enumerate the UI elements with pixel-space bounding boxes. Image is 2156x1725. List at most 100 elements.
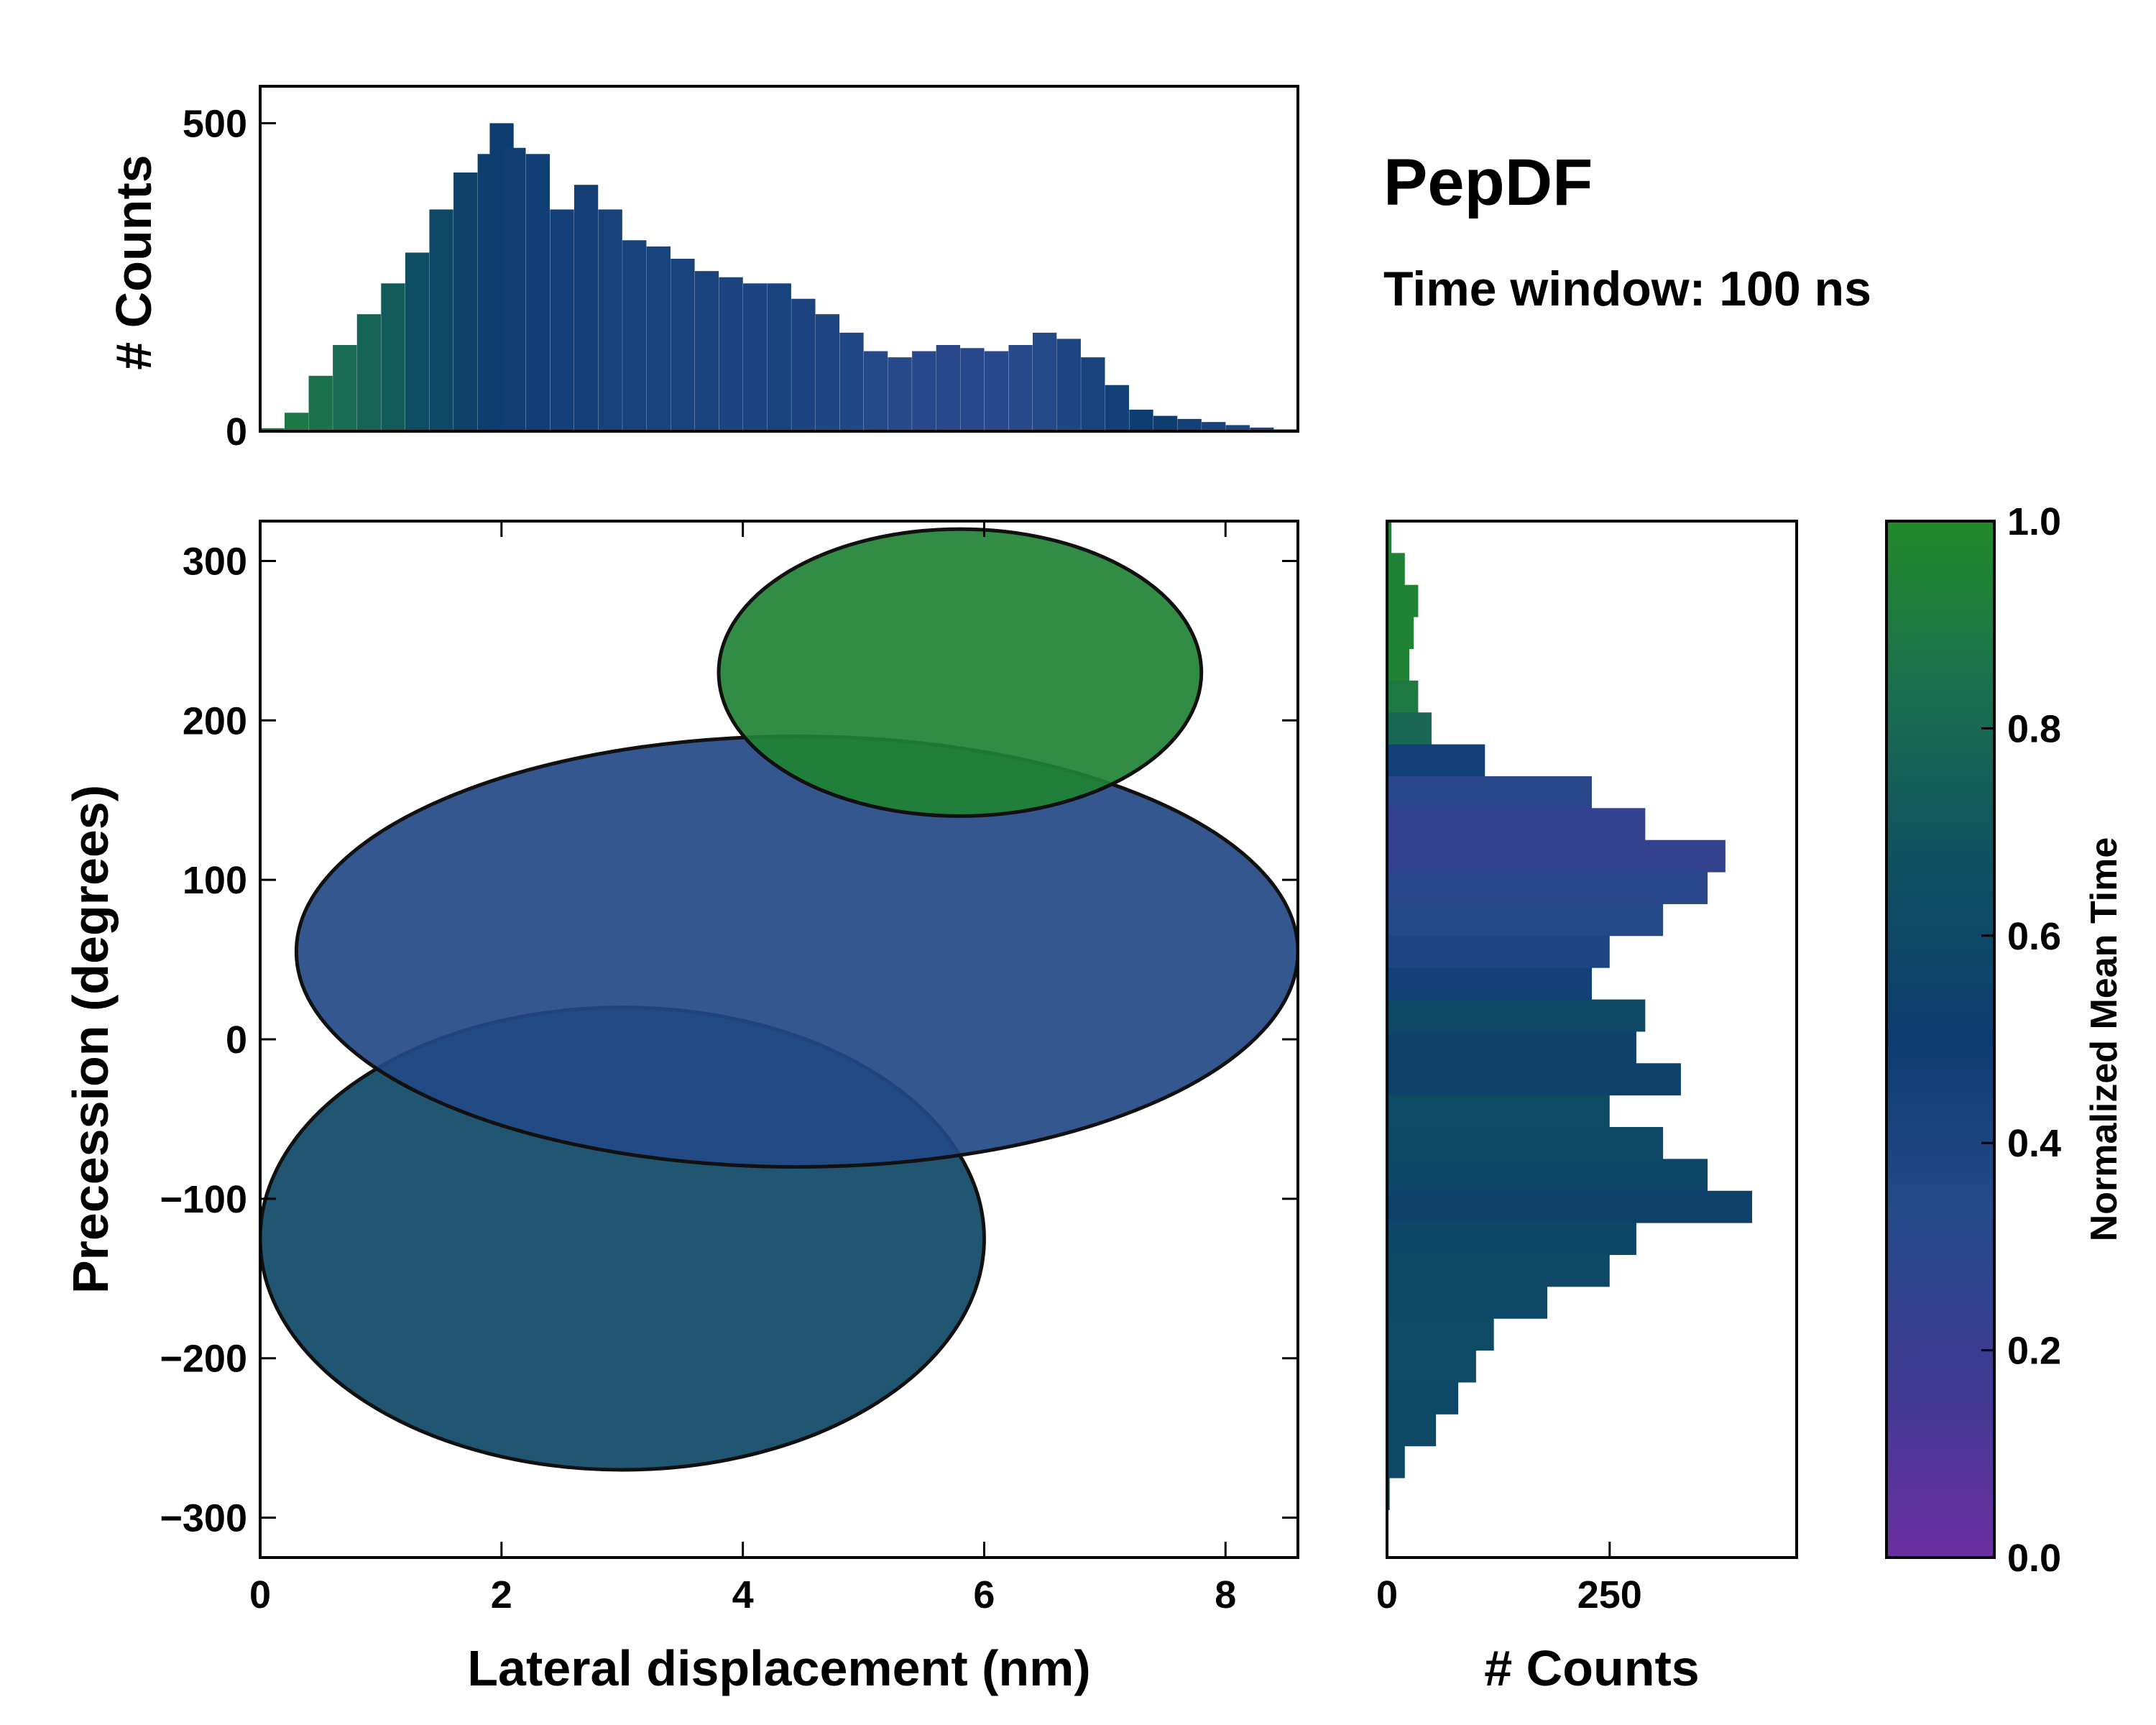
colorbar-label: Normalized Mean Time	[2083, 837, 2125, 1242]
right-histogram-frame	[1386, 520, 1798, 1559]
top-histogram-bar	[1225, 425, 1250, 431]
colorbar-tick-label: 1.0	[2007, 500, 2061, 543]
main-yticks: 300 200 100 0 −100 −200 −300	[160, 540, 1298, 1540]
right-histogram-bar	[1387, 967, 1592, 1000]
top-histogram-bar	[863, 351, 888, 431]
main-xtick-label: 4	[732, 1573, 754, 1616]
top-histogram-bar	[453, 172, 478, 431]
main-ytick-label: 300	[183, 540, 247, 583]
right-histogram-bar	[1387, 680, 1419, 713]
top-histogram-bar	[1008, 345, 1033, 431]
top-histogram-bar	[960, 348, 985, 431]
top-histogram-bar	[622, 240, 647, 431]
colorbar-ticks: 1.0 0.8 0.6 0.4 0.2 0.0	[1981, 500, 2061, 1580]
right-histogram-bar	[1387, 1095, 1610, 1128]
right-histogram-bar	[1387, 1127, 1664, 1159]
top-histogram-yticks: 0 500	[183, 102, 276, 454]
top-histogram-bar	[694, 271, 719, 431]
top-histogram-bar	[671, 259, 695, 431]
top-histogram-bar	[356, 314, 382, 431]
top-histogram-bar	[719, 277, 743, 431]
right-histogram-bar	[1387, 903, 1664, 937]
colorbar: 1.0 0.8 0.6 0.4 0.2 0.0 Normalized Mean Time	[1885, 500, 2125, 1580]
heatmap-region-2	[295, 735, 1298, 1169]
top-ytick-label: 500	[183, 102, 247, 145]
right-histogram-bar	[1387, 776, 1592, 809]
top-histogram-bar	[308, 375, 333, 431]
right-histogram-bar	[1387, 872, 1708, 904]
right-histogram-bar	[1387, 1350, 1476, 1383]
right-histogram-bar	[1387, 1223, 1636, 1255]
top-histogram-bar	[381, 283, 405, 431]
top-histogram-bar	[1177, 418, 1202, 431]
top-histogram-bar	[912, 351, 936, 431]
top-histogram-bar	[502, 147, 526, 431]
right-histogram-xlabel: # Counts	[1484, 1640, 1699, 1696]
right-histogram-bar	[1387, 1190, 1753, 1223]
top-histogram-bar	[405, 252, 430, 431]
right-xtick-label: 0	[1376, 1573, 1398, 1616]
right-histogram-bar	[1387, 1254, 1610, 1287]
right-histogram-bar	[1387, 1286, 1548, 1319]
right-histogram-bar	[1387, 1381, 1459, 1414]
top-histogram-bar	[573, 185, 599, 431]
top-histogram-bar	[1105, 385, 1130, 431]
top-histogram-bar	[646, 246, 671, 431]
top-histogram: 0 500 # Counts	[106, 85, 1299, 454]
top-histogram-bar	[429, 209, 453, 431]
top-histogram-bar	[260, 428, 285, 431]
right-histogram-bar	[1387, 1063, 1681, 1096]
top-histogram-bar	[984, 351, 1009, 431]
right-histogram-bar	[1387, 1159, 1708, 1192]
right-histogram-bar	[1387, 1414, 1437, 1447]
main-ytick-label: −200	[160, 1338, 247, 1381]
top-histogram-frame	[259, 85, 1299, 433]
colorbar-tick-label: 0.6	[2007, 915, 2061, 958]
right-histogram-bar	[1387, 840, 1726, 873]
right-histogram-bar	[1387, 584, 1419, 617]
heatmap-regions	[260, 527, 1298, 1472]
top-ytick-label: 0	[226, 410, 247, 454]
top-histogram-bar	[1032, 332, 1057, 431]
right-histogram-bar	[1387, 521, 1392, 553]
top-histogram-ylabel: # Counts	[106, 155, 162, 369]
right-histogram-bars	[1387, 521, 1753, 1510]
colorbar-tick-label: 0.2	[2007, 1330, 2061, 1373]
top-histogram-bar	[1056, 339, 1081, 431]
main-ytick-label: 200	[183, 699, 247, 742]
right-histogram-bar	[1387, 808, 1646, 841]
main-xlabel: Lateral displacement (nm)	[467, 1640, 1090, 1696]
main-xtick-label: 2	[491, 1573, 512, 1616]
top-histogram-bar	[598, 209, 622, 431]
main-ytick-label: −100	[160, 1178, 247, 1221]
right-histogram-bar	[1387, 744, 1485, 777]
right-histogram-bar	[1387, 1031, 1636, 1064]
top-histogram-bar	[333, 345, 357, 431]
right-histogram-bar	[1387, 617, 1414, 649]
right-histogram-bar	[1387, 648, 1409, 681]
top-histogram-bars	[260, 123, 1299, 432]
top-histogram-bar	[1081, 357, 1105, 431]
heatmap-region-3	[717, 527, 1204, 818]
top-histogram-bar	[1202, 422, 1226, 431]
main-ytick-label: 0	[226, 1018, 247, 1062]
right-histogram-bar	[1387, 1445, 1405, 1478]
colorbar-tick-label: 0.8	[2007, 707, 2061, 750]
top-histogram-bar	[743, 283, 768, 431]
right-xtick-label: 250	[1577, 1573, 1642, 1616]
main-xtick-label: 6	[973, 1573, 995, 1616]
right-histogram: 0 250 # Counts	[1376, 520, 1798, 1696]
right-histogram-bar	[1387, 712, 1432, 745]
top-histogram-bar	[1129, 410, 1153, 431]
main-heatmap: 0 2 4 6 8 300 200 100 0 −100 −200 −300 Lateral dis…	[63, 520, 1299, 1696]
colorbar-tick-label: 0.4	[2007, 1122, 2061, 1165]
main-xtick-label: 8	[1215, 1573, 1236, 1616]
top-histogram-bar	[284, 413, 309, 431]
top-histogram-bar	[815, 314, 840, 431]
chart-subtitle: Time window: 100 ns	[1383, 262, 1871, 316]
main-ylabel: Precession (degrees)	[63, 785, 119, 1294]
chart-title: PepDF	[1383, 146, 1593, 219]
top-histogram-bar	[767, 283, 791, 431]
main-xtick-label: 0	[249, 1573, 271, 1616]
main-ytick-label: 100	[183, 859, 247, 902]
